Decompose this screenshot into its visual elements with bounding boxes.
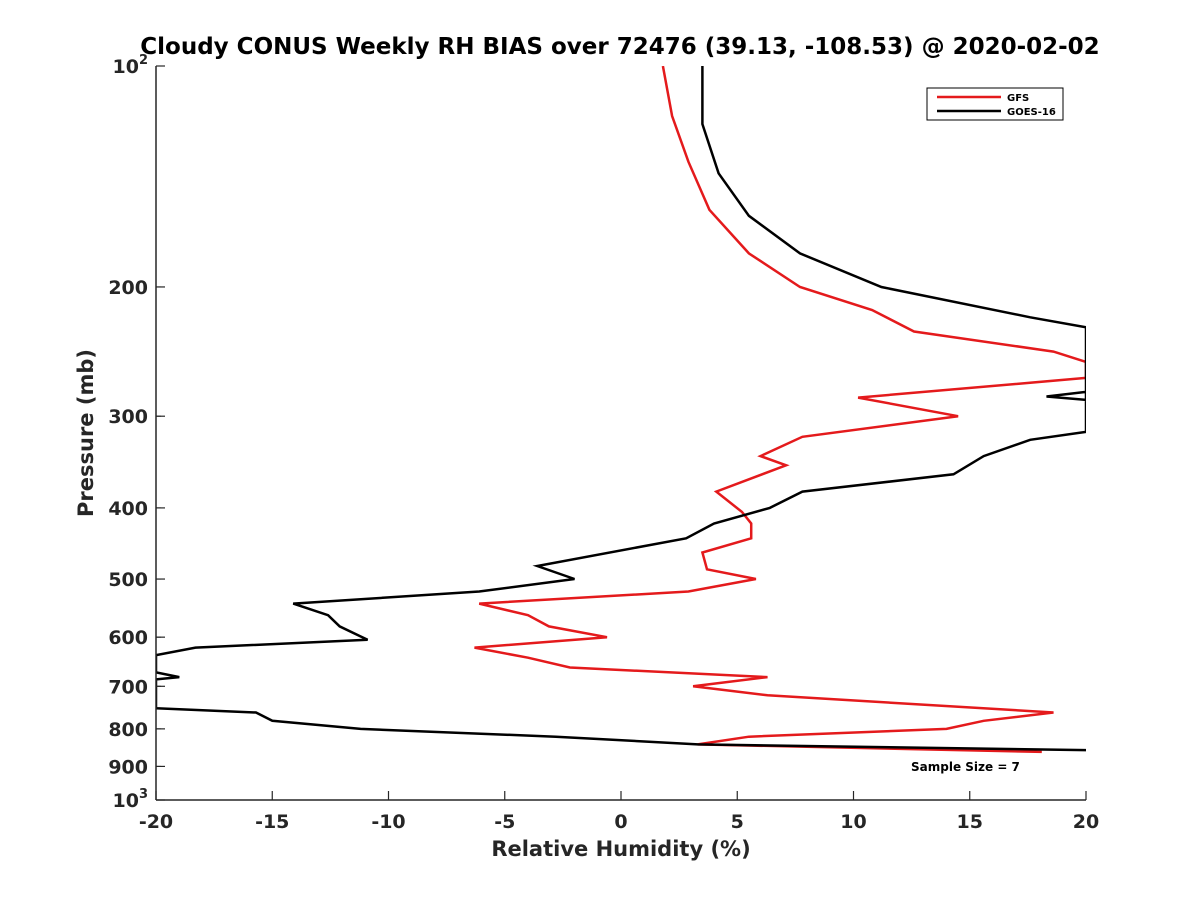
x-tick-label: -5 [494, 811, 515, 833]
sample-size-annotation: Sample Size = 7 [911, 760, 1020, 774]
y-tick-label: 102 [113, 53, 149, 78]
x-tick-label: 5 [731, 811, 744, 833]
legend-label-goes16: GOES-16 [1007, 107, 1056, 118]
y-tick-label: 600 [108, 627, 148, 649]
plot-area [156, 66, 1086, 800]
y-tick-label: 800 [108, 719, 148, 741]
y-tick-label: 300 [108, 406, 148, 428]
x-tick-label: 10 [840, 811, 866, 833]
x-tick-label: -10 [371, 811, 405, 833]
x-tick-label: 15 [957, 811, 983, 833]
legend-label-gfs: GFS [1007, 93, 1029, 104]
legend: GFS GOES-16 [926, 87, 1064, 121]
y-tick-label: 400 [108, 498, 148, 520]
y-tick-label: 200 [108, 277, 148, 299]
x-tick-label: -15 [255, 811, 289, 833]
y-tick-label: 500 [108, 569, 148, 591]
series-line-gfs [474, 66, 1086, 754]
x-tick-label: 20 [1073, 811, 1099, 833]
x-tick-label: -20 [139, 811, 173, 833]
x-axis-label: Relative Humidity (%) [491, 837, 750, 861]
y-tick-label: 103 [113, 787, 149, 812]
x-tick-label: 0 [614, 811, 627, 833]
y-tick-label: 700 [108, 676, 148, 698]
legend-box [926, 87, 1064, 121]
series-line-goes16 [156, 66, 1086, 752]
chart-title: Cloudy CONUS Weekly RH BIAS over 72476 (… [140, 34, 1099, 60]
y-axis-ticks: 102 200 300 400 500 600 700 800 900 103 [108, 53, 165, 812]
series-layer [156, 66, 1086, 754]
y-axis-label: Pressure (mb) [74, 349, 98, 517]
x-axis-ticks: -20 -15 -10 -5 0 5 10 15 20 [139, 791, 1099, 833]
y-tick-label: 900 [108, 756, 148, 778]
